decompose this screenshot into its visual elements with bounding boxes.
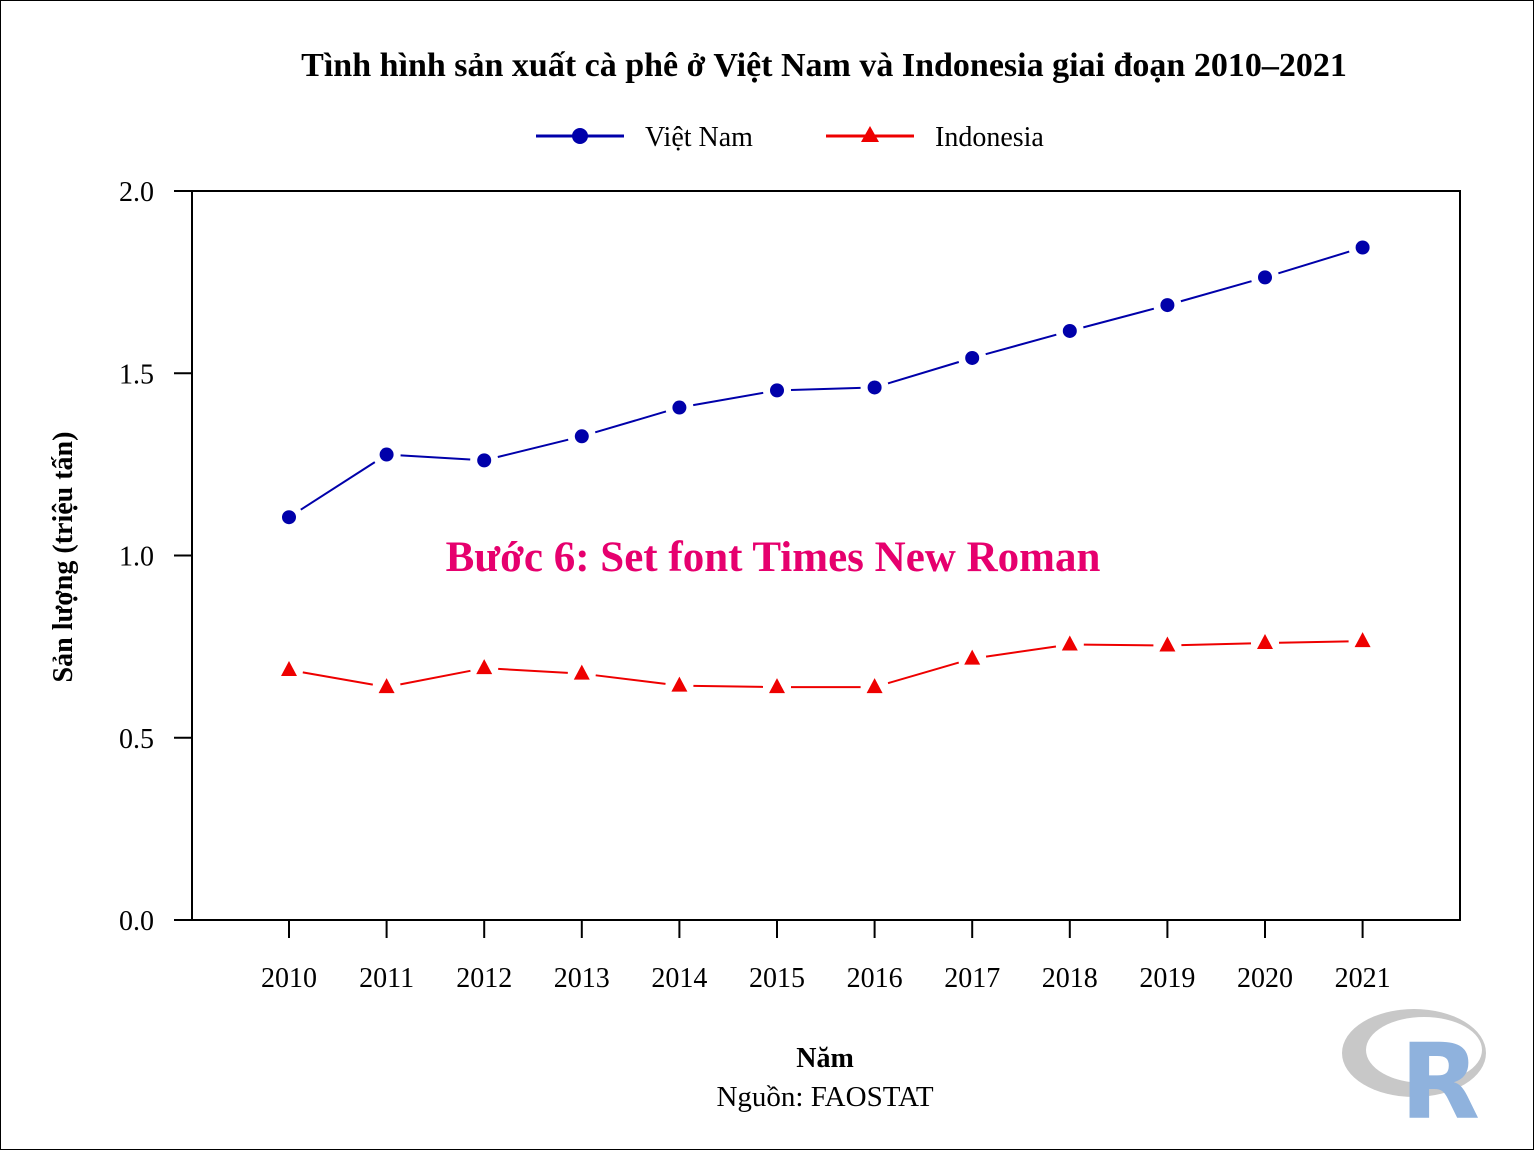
data-point-indonesia-2013 bbox=[573, 664, 590, 680]
data-point-indonesia-2021 bbox=[1354, 632, 1371, 648]
series-segment bbox=[985, 333, 1057, 356]
data-point-vi-t-nam-2021 bbox=[1355, 240, 1370, 255]
data-point-vi-t-nam-2010 bbox=[282, 510, 296, 525]
data-point-vi-t-nam-2016 bbox=[867, 380, 882, 395]
data-point-indonesia-2010 bbox=[281, 660, 297, 676]
y-tick-label: 1.0 bbox=[119, 542, 154, 573]
data-point-vi-t-nam-2014 bbox=[672, 400, 687, 415]
data-point-indonesia-2011 bbox=[378, 678, 395, 694]
data-point-indonesia-2019 bbox=[1159, 636, 1176, 652]
series-segment bbox=[985, 645, 1057, 658]
x-tick-label: 2011 bbox=[359, 963, 414, 994]
x-tick-label: 2019 bbox=[1139, 963, 1195, 994]
y-tick-label: 0.5 bbox=[119, 724, 154, 755]
y-axis-title: Sản lượng (triệu tấn) bbox=[48, 432, 79, 683]
x-tick-label: 2015 bbox=[749, 963, 805, 994]
legend-label-vietnam: Việt Nam bbox=[645, 122, 753, 153]
legend-marker-indonesia bbox=[861, 126, 879, 142]
y-axis: 0.0 0.5 1.0 1.5 2.0 bbox=[119, 177, 192, 937]
r-logo-icon: R bbox=[1342, 1009, 1486, 1143]
series-segment bbox=[302, 671, 373, 686]
series-segment bbox=[400, 669, 471, 686]
data-point-indonesia-2018 bbox=[1061, 635, 1078, 651]
data-point-indonesia-2016 bbox=[866, 678, 883, 694]
series-segment bbox=[1278, 250, 1350, 275]
data-point-indonesia-2017 bbox=[964, 649, 981, 665]
data-point-indonesia-2020 bbox=[1257, 633, 1273, 649]
series-segment bbox=[498, 667, 568, 674]
data-point-vi-t-nam-2020 bbox=[1258, 270, 1272, 285]
x-tick-label: 2013 bbox=[554, 963, 610, 994]
x-tick-label: 2014 bbox=[651, 963, 707, 994]
x-tick-label: 2017 bbox=[944, 963, 1000, 994]
r-logo-letter: R bbox=[1400, 1021, 1480, 1143]
series-indonesia bbox=[281, 632, 1371, 694]
data-point-vi-t-nam-2013 bbox=[574, 429, 589, 444]
data-point-vi-t-nam-2018 bbox=[1062, 323, 1077, 338]
data-point-vi-t-nam-2015 bbox=[770, 383, 784, 398]
legend-marker-vietnam bbox=[572, 128, 588, 144]
x-tick-label: 2020 bbox=[1237, 963, 1293, 994]
x-tick-label: 2018 bbox=[1042, 963, 1098, 994]
series-segment bbox=[594, 410, 667, 434]
series-segment bbox=[300, 461, 376, 511]
data-point-vi-t-nam-2012 bbox=[477, 453, 492, 468]
series-segment bbox=[400, 454, 471, 461]
source-caption: Nguồn: FAOSTAT bbox=[716, 1081, 933, 1113]
data-point-vi-t-nam-2011 bbox=[379, 447, 394, 462]
data-point-indonesia-2015 bbox=[769, 678, 785, 694]
data-point-vi-t-nam-2017 bbox=[965, 350, 980, 365]
series-segment bbox=[693, 391, 764, 407]
legend: Việt Nam Indonesia bbox=[536, 122, 1044, 153]
y-tick-label: 1.5 bbox=[119, 359, 154, 390]
series-segment bbox=[790, 386, 861, 391]
series-segment bbox=[1083, 307, 1155, 329]
data-point-indonesia-2014 bbox=[671, 676, 688, 692]
series-layer bbox=[281, 240, 1371, 694]
series-segment bbox=[887, 361, 960, 385]
series-segment bbox=[497, 438, 569, 458]
step-annotation: Bước 6: Set font Times New Roman bbox=[446, 534, 1101, 581]
x-axis-title: Năm bbox=[796, 1043, 854, 1074]
chart-title: Tình hình sản xuất cà phê ở Việt Nam và … bbox=[301, 47, 1347, 84]
series-segment bbox=[693, 684, 764, 688]
series-segment bbox=[887, 661, 960, 685]
series-vi-t-nam bbox=[282, 240, 1370, 525]
x-tick-label: 2012 bbox=[456, 963, 512, 994]
series-segment bbox=[1181, 642, 1252, 647]
y-tick-label: 0.0 bbox=[119, 906, 154, 937]
series-segment bbox=[595, 674, 666, 685]
series-segment bbox=[1278, 640, 1349, 644]
x-tick-label: 2010 bbox=[261, 963, 317, 994]
data-point-indonesia-2012 bbox=[476, 659, 493, 675]
x-tick-label: 2016 bbox=[847, 963, 903, 994]
data-point-vi-t-nam-2019 bbox=[1160, 298, 1175, 313]
y-tick-label: 2.0 bbox=[119, 177, 154, 208]
x-tick-label: 2021 bbox=[1335, 963, 1391, 994]
series-segment bbox=[1180, 280, 1252, 303]
legend-label-indonesia: Indonesia bbox=[935, 122, 1044, 153]
x-axis: 2010 2011 2012 2013 2014 2015 2016 2017 2018 2019… bbox=[261, 920, 1391, 994]
series-segment bbox=[1083, 643, 1154, 647]
